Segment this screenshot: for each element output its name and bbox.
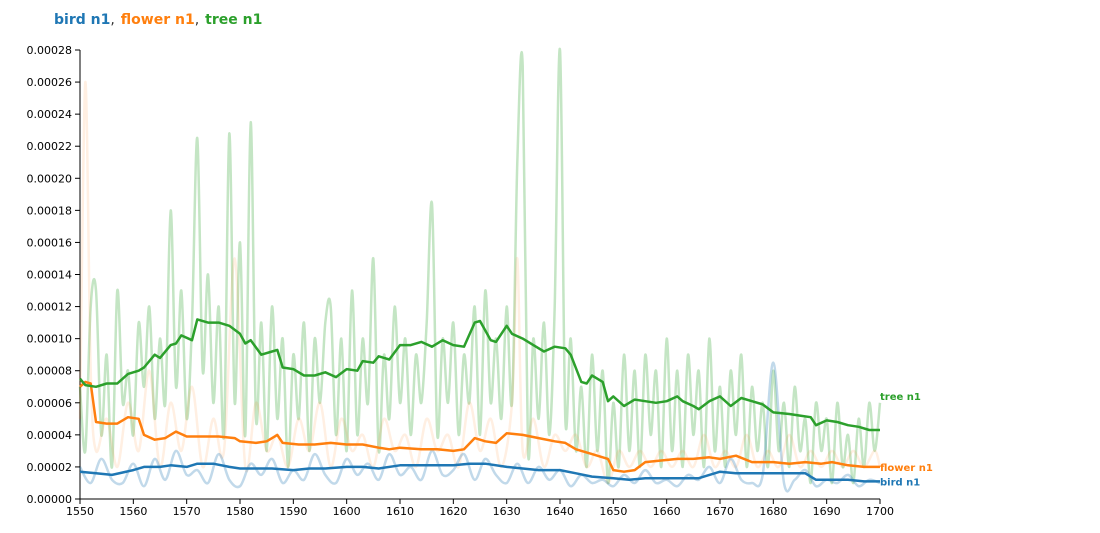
legend-item-bird-n1[interactable]: bird n1 bbox=[54, 12, 111, 28]
legend-separator: , bbox=[110, 12, 115, 28]
x-tick: 1630 bbox=[493, 499, 521, 518]
x-tick: 1660 bbox=[653, 499, 681, 518]
x-tick: 1680 bbox=[759, 499, 787, 518]
legend-item-flower-n1[interactable]: flower n1 bbox=[120, 12, 195, 28]
series-end-label-flower-n1: flower n1 bbox=[880, 463, 933, 474]
x-tick-label: 1610 bbox=[386, 505, 414, 518]
x-tick-label: 1630 bbox=[493, 505, 521, 518]
y-tick-label: 0.00016 bbox=[27, 236, 73, 249]
x-axis: 1550 1560 1570 1580 1590 1600 1610 1620 1630 1640… bbox=[66, 498, 894, 518]
x-tick-label: 1670 bbox=[706, 505, 734, 518]
y-tick: 0.00018 bbox=[27, 204, 80, 217]
x-tick-label: 1690 bbox=[813, 505, 841, 518]
raw-series-group bbox=[78, 47, 882, 493]
x-tick: 1590 bbox=[279, 499, 307, 518]
y-tick: 0.00020 bbox=[27, 172, 80, 185]
legend-separator: , bbox=[194, 12, 200, 28]
series-line-bird-n1[interactable] bbox=[79, 462, 880, 483]
y-tick: 0.00000 bbox=[27, 493, 80, 506]
x-tick-label: 1570 bbox=[173, 505, 201, 518]
y-tick: 0.00026 bbox=[27, 76, 80, 89]
legend-item-tree-n1[interactable]: tree n1 bbox=[205, 12, 263, 28]
y-tick: 0.00004 bbox=[27, 429, 80, 442]
y-tick-label: 0.00024 bbox=[27, 108, 73, 121]
x-tick: 1640 bbox=[546, 499, 574, 518]
y-tick-label: 0.00006 bbox=[27, 397, 73, 410]
x-tick: 1700 bbox=[866, 499, 894, 518]
y-tick-label: 0.00028 bbox=[27, 44, 73, 57]
x-tick-label: 1640 bbox=[546, 505, 574, 518]
x-tick: 1600 bbox=[333, 499, 361, 518]
series-end-label-bird-n1: bird n1 bbox=[880, 477, 920, 488]
x-tick-label: 1660 bbox=[653, 505, 681, 518]
y-tick: 0.00012 bbox=[27, 301, 80, 314]
y-tick: 0.00014 bbox=[27, 269, 80, 282]
x-tick: 1650 bbox=[599, 499, 627, 518]
y-tick: 0.00002 bbox=[27, 461, 80, 474]
x-tick-label: 1600 bbox=[333, 505, 361, 518]
y-tick: 0.00024 bbox=[27, 108, 80, 121]
raw-series-line-bird-n1 bbox=[78, 361, 881, 493]
y-tick-label: 0.00004 bbox=[27, 429, 73, 442]
y-tick: 0.00010 bbox=[27, 333, 80, 346]
x-tick-label: 1590 bbox=[279, 505, 307, 518]
x-tick-label: 1650 bbox=[599, 505, 627, 518]
y-tick: 0.00016 bbox=[27, 236, 80, 249]
chart-legend: bird n1, flower n1, tree n1 bbox=[54, 12, 262, 28]
x-tick: 1610 bbox=[386, 499, 414, 518]
y-tick: 0.00008 bbox=[27, 365, 80, 378]
y-tick-label: 0.00026 bbox=[27, 76, 73, 89]
y-axis: 0.00000 0.00002 0.00004 0.00006 0.00008 0.000… bbox=[27, 44, 81, 506]
series-end-label-tree-n1: tree n1 bbox=[880, 392, 921, 403]
x-tick: 1620 bbox=[439, 499, 467, 518]
x-tick-label: 1620 bbox=[439, 505, 467, 518]
x-tick: 1690 bbox=[813, 499, 841, 518]
y-tick: 0.00028 bbox=[27, 44, 80, 57]
y-tick: 0.00022 bbox=[27, 140, 80, 153]
smoothed-series-group bbox=[79, 318, 880, 483]
y-tick-label: 0.00010 bbox=[27, 333, 73, 346]
x-tick-label: 1550 bbox=[66, 505, 94, 518]
series-end-labels: bird n1 flower n1 tree n1 bbox=[880, 392, 933, 488]
x-tick-label: 1700 bbox=[866, 505, 894, 518]
x-tick: 1580 bbox=[226, 499, 254, 518]
y-tick-label: 0.00014 bbox=[27, 269, 73, 282]
series-line-tree-n1[interactable] bbox=[79, 318, 880, 432]
series-line-flower-n1[interactable] bbox=[79, 380, 880, 473]
y-tick-label: 0.00002 bbox=[27, 461, 73, 474]
x-tick-label: 1680 bbox=[759, 505, 787, 518]
y-tick-label: 0.00022 bbox=[27, 140, 73, 153]
y-tick-label: 0.00012 bbox=[27, 301, 73, 314]
y-tick: 0.00006 bbox=[27, 397, 80, 410]
y-tick-label: 0.00000 bbox=[27, 493, 73, 506]
raw-series-line-tree-n1 bbox=[78, 47, 882, 485]
x-tick-label: 1560 bbox=[119, 505, 147, 518]
y-tick-label: 0.00020 bbox=[27, 172, 73, 185]
y-tick-label: 0.00018 bbox=[27, 204, 73, 217]
x-tick: 1550 bbox=[66, 499, 94, 518]
x-tick-label: 1580 bbox=[226, 505, 254, 518]
x-tick: 1670 bbox=[706, 499, 734, 518]
x-tick: 1570 bbox=[173, 499, 201, 518]
y-tick-label: 0.00008 bbox=[27, 365, 73, 378]
x-tick: 1560 bbox=[119, 499, 147, 518]
